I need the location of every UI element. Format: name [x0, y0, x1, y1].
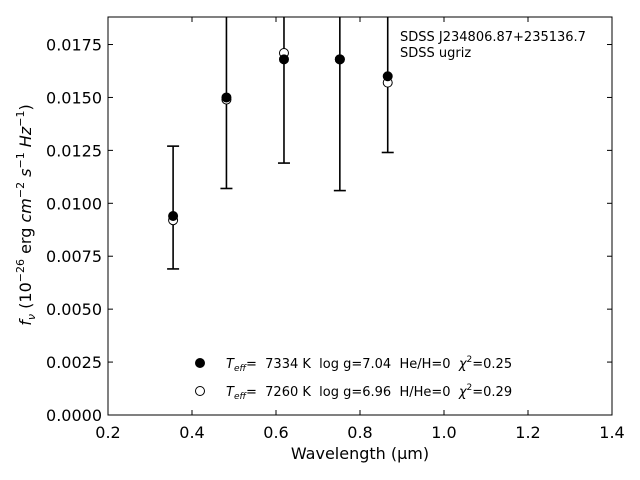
y-tick-label: 0.0050: [46, 300, 102, 319]
x-tick-label: 1.0: [431, 423, 456, 442]
data-markers: [168, 47, 393, 226]
x-tick-label: 0.6: [263, 423, 288, 442]
x-axis-ticks: 0.2 0.4 0.6 0.8 1.0 1.2 1.4: [95, 17, 625, 442]
model-point-filled: [382, 71, 393, 82]
annotation-line-1: SDSS J234806.87+235136.7: [400, 30, 586, 45]
x-tick-label: 0.4: [179, 423, 204, 442]
y-tick-label: 0.0150: [46, 88, 102, 107]
legend-marker-open: [195, 386, 205, 396]
legend: Teff= 7334 K log g=7.04 He/H=0 χ2=0.25 T…: [195, 355, 512, 402]
y-tick-label: 0.0000: [46, 406, 102, 425]
y-tick-label: 0.0025: [46, 353, 102, 372]
legend-entry-1: Teff= 7334 K log g=7.04 He/H=0 χ2=0.25: [226, 355, 512, 374]
model-point-filled: [334, 54, 345, 65]
annotation-line-2: SDSS ugriz: [400, 46, 471, 61]
x-tick-label: 1.2: [515, 423, 540, 442]
model-point-filled: [221, 92, 232, 103]
y-tick-label: 0.0125: [46, 141, 102, 160]
x-tick-label: 1.4: [599, 423, 624, 442]
model-point-filled: [168, 211, 179, 221]
x-tick-label: 0.2: [95, 423, 120, 442]
legend-entry-2: Teff= 7260 K log g=6.96 H/He=0 χ2=0.29: [226, 383, 512, 402]
plot-frame: [107, 16, 613, 416]
x-axis-label: Wavelength (μm): [291, 444, 429, 463]
model-point-filled: [278, 54, 289, 65]
y-axis-label: fν (10−26 erg cm−2 s−1 Hz−1): [14, 104, 38, 325]
y-axis-ticks: 0.0000 0.0025 0.0050 0.0075 0.0100 0.0125 0.01…: [46, 36, 612, 425]
y-tick-label: 0.0175: [46, 36, 102, 55]
x-tick-label: 0.8: [347, 423, 372, 442]
y-tick-label: 0.0100: [46, 194, 102, 213]
y-tick-label: 0.0075: [46, 247, 102, 266]
legend-marker-filled: [195, 358, 205, 368]
